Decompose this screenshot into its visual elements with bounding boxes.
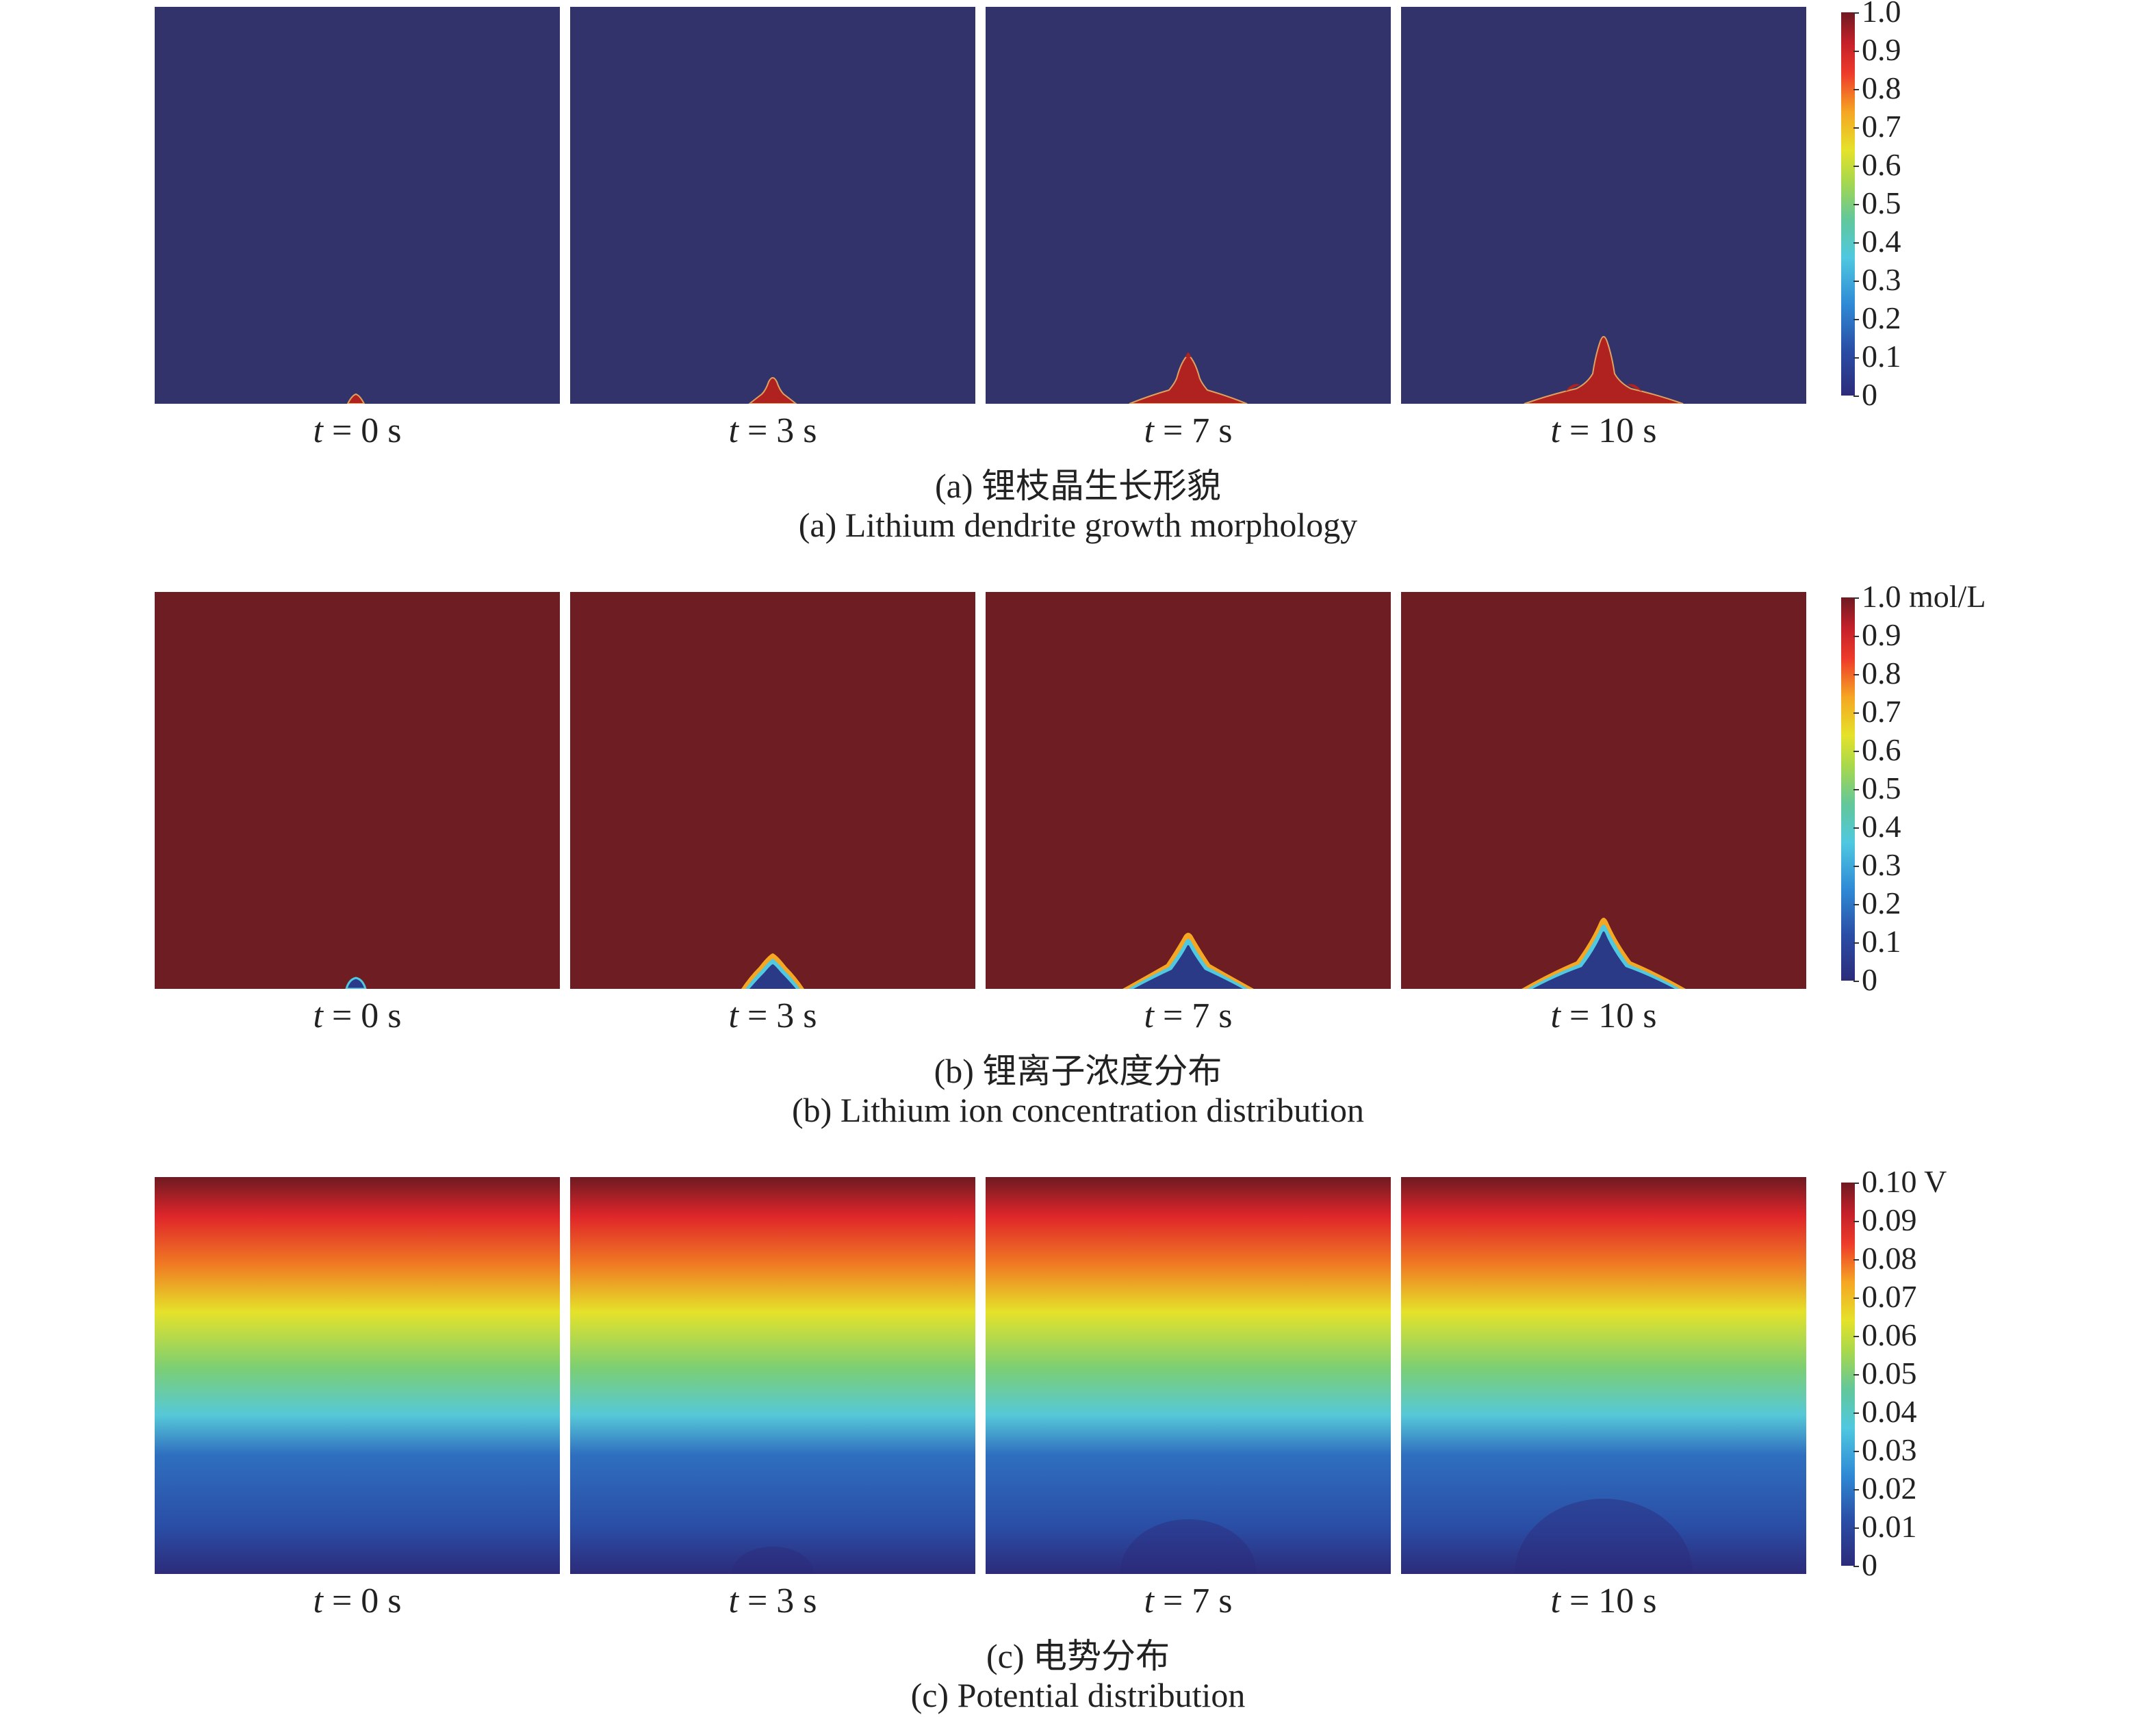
colorbar-tick-mark: [1853, 396, 1859, 397]
colorbar-tick-mark: [1853, 1527, 1859, 1529]
colorbar-tick-label: 0.05: [1862, 1356, 1917, 1391]
colorbar-tick-label: 0.4: [1862, 809, 1901, 844]
colorbar: [1841, 597, 1855, 981]
colorbar-tick-mark: [1853, 866, 1859, 867]
colorbar-tick-label: 0.7: [1862, 694, 1901, 729]
colorbar-tick-label: 0: [1862, 377, 1877, 412]
colorbar-tick-mark: [1853, 1336, 1859, 1337]
caption-cn: (c) 电势分布: [986, 1637, 1170, 1675]
colorbar-tick-mark: [1853, 51, 1859, 52]
time-label: t = 10 s: [1550, 1582, 1657, 1621]
colorbar-tick-mark: [1853, 597, 1859, 599]
colorbar-tick-label: 0.1: [1862, 339, 1901, 374]
colorbar-tick-label: 0.5: [1862, 185, 1901, 220]
caption-en: (a) Lithium dendrite growth morphology: [798, 506, 1358, 544]
caption-en: (b) Lithium ion concentration distributi…: [792, 1091, 1364, 1129]
colorbar-tick-label: 0.10 V: [1862, 1164, 1947, 1199]
colorbar-tick-mark: [1853, 166, 1859, 167]
potential-panel-t10: [1401, 1177, 1806, 1574]
time-label: t = 3 s: [728, 1582, 817, 1621]
colorbar-tick-mark: [1853, 1374, 1859, 1376]
colorbar-tick-label: 0.02: [1862, 1471, 1917, 1506]
time-label: t = 7 s: [1144, 411, 1233, 450]
colorbar-tick-mark: [1853, 12, 1859, 14]
colorbar-tick-mark: [1853, 981, 1859, 982]
morphology-panel-t3: [570, 7, 975, 404]
colorbar-tick-label: 0.6: [1862, 732, 1901, 767]
concentration-panel-t0: [155, 592, 560, 989]
colorbar-tick-label: 0.9: [1862, 32, 1901, 67]
colorbar-tick-mark: [1853, 904, 1859, 905]
colorbar-tick-mark: [1853, 204, 1859, 205]
colorbar-tick-label: 0.08: [1862, 1241, 1917, 1276]
colorbar-tick-mark: [1853, 357, 1859, 359]
colorbar-tick-label: 0.04: [1862, 1394, 1917, 1429]
colorbar-tick-mark: [1853, 242, 1859, 244]
colorbar-tick-mark: [1853, 1183, 1859, 1184]
time-label: t = 0 s: [313, 1582, 402, 1621]
time-label: t = 7 s: [1144, 1582, 1233, 1621]
colorbar-tick-mark: [1853, 1259, 1859, 1261]
colorbar-tick-label: 0.3: [1862, 847, 1901, 882]
colorbar-tick-mark: [1853, 1566, 1859, 1567]
time-label: t = 0 s: [313, 411, 402, 450]
colorbar-tick-label: 0.01: [1862, 1509, 1917, 1544]
potential-panel-t3: [570, 1177, 975, 1574]
time-label: t = 3 s: [728, 996, 817, 1035]
colorbar-tick-label: 0.2: [1862, 300, 1901, 335]
colorbar: [1841, 12, 1855, 396]
time-label: t = 10 s: [1550, 411, 1657, 450]
colorbar-tick-mark: [1853, 674, 1859, 675]
colorbar-tick-label: 0.4: [1862, 224, 1901, 259]
morphology-panel-t0: [155, 7, 560, 404]
caption-en: (c) Potential distribution: [910, 1676, 1246, 1714]
colorbar-tick-mark: [1853, 636, 1859, 637]
colorbar-tick-mark: [1853, 1451, 1859, 1452]
colorbar-tick-mark: [1853, 281, 1859, 282]
colorbar-tick-label: 0.1: [1862, 924, 1901, 959]
colorbar-tick-label: 0.03: [1862, 1432, 1917, 1467]
colorbar-tick-label: 0.06: [1862, 1317, 1917, 1352]
colorbar-tick-mark: [1853, 89, 1859, 90]
colorbar-tick-label: 0.2: [1862, 886, 1901, 920]
concentration-panel-t7: [986, 592, 1391, 989]
morphology-panel-t7: [986, 7, 1391, 404]
colorbar-tick-mark: [1853, 1489, 1859, 1490]
colorbar-tick-label: 0.8: [1862, 656, 1901, 690]
colorbar-tick-label: 0.5: [1862, 771, 1901, 805]
colorbar-tick-label: 0.6: [1862, 147, 1901, 182]
colorbar-tick-label: 1.0: [1862, 0, 1901, 29]
colorbar-tick-mark: [1853, 127, 1859, 129]
concentration-panel-t10: [1401, 592, 1806, 989]
colorbar-tick-label: 0: [1862, 962, 1877, 997]
potential-panel-t0: [155, 1177, 560, 1574]
colorbar-tick-mark: [1853, 827, 1859, 829]
morphology-panel-t10: [1401, 7, 1806, 404]
colorbar-tick-label: 0.3: [1862, 262, 1901, 297]
colorbar: [1841, 1183, 1855, 1566]
colorbar-tick-mark: [1853, 319, 1859, 320]
colorbar-tick-mark: [1853, 712, 1859, 714]
colorbar-tick-label: 0.8: [1862, 70, 1901, 105]
colorbar-tick-label: 0.7: [1862, 109, 1901, 144]
caption-cn: (a) 锂枝晶生长形貌: [935, 467, 1221, 505]
colorbar-tick-label: 1.0 mol/L: [1862, 579, 1986, 614]
time-label: t = 0 s: [313, 996, 402, 1035]
colorbar-tick-label: 0: [1862, 1547, 1877, 1582]
time-label: t = 3 s: [728, 411, 817, 450]
colorbar-tick-mark: [1853, 942, 1859, 944]
colorbar-tick-mark: [1853, 751, 1859, 752]
colorbar-tick-label: 0.9: [1862, 617, 1901, 652]
time-label: t = 7 s: [1144, 996, 1233, 1035]
colorbar-tick-label: 0.07: [1862, 1279, 1917, 1314]
colorbar-tick-mark: [1853, 1412, 1859, 1414]
colorbar-tick-mark: [1853, 1221, 1859, 1222]
time-label: t = 10 s: [1550, 996, 1657, 1035]
caption-cn: (b) 锂离子浓度分布: [934, 1052, 1222, 1090]
concentration-panel-t3: [570, 592, 975, 989]
colorbar-tick-mark: [1853, 1298, 1859, 1299]
colorbar-tick-label: 0.09: [1862, 1202, 1917, 1237]
colorbar-tick-mark: [1853, 789, 1859, 790]
potential-panel-t7: [986, 1177, 1391, 1574]
